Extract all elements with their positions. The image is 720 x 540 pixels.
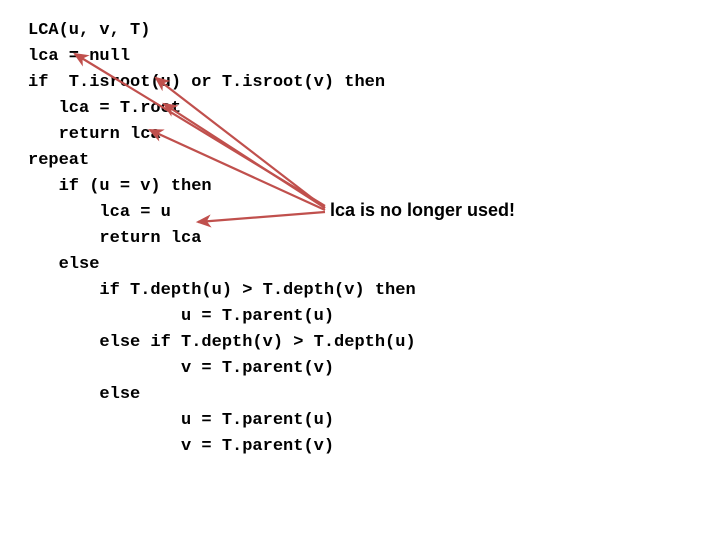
code-line: lca = T.root [28,99,181,118]
code-line: LCA(u, v, T) [28,21,150,40]
code-line: repeat [28,151,89,170]
code-line: lca = u [28,203,171,222]
code-line: lca = null [28,47,130,66]
code-line: if T.isroot(u) or T.isroot(v) then [28,73,385,92]
code-line: v = T.parent(v) [28,359,334,378]
code-line: u = T.parent(u) [28,307,334,326]
code-line: return lca [28,229,201,248]
code-line: if T.depth(u) > T.depth(v) then [28,281,416,300]
code-line: u = T.parent(u) [28,411,334,430]
code-line: else [28,255,99,274]
code-line: else if T.depth(v) > T.depth(u) [28,333,416,352]
annotation-label: lca is no longer used! [330,200,515,221]
code-line: else [28,385,140,404]
pseudocode-block: LCA(u, v, T) lca = null if T.isroot(u) o… [28,18,416,460]
code-line: if (u = v) then [28,177,212,196]
code-line: v = T.parent(v) [28,437,334,456]
code-line: return lca [28,125,161,144]
